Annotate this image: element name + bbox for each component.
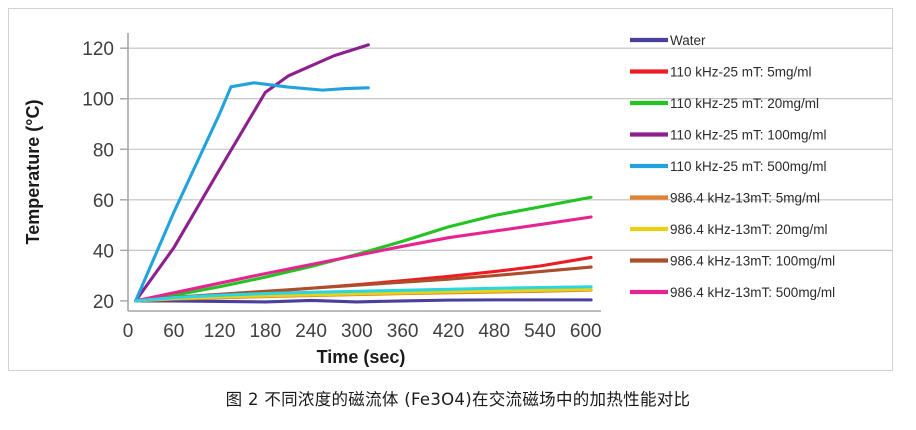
grid-lines [128, 47, 892, 251]
legend-label: 986.4 kHz-13mT: 5mg/ml [670, 191, 820, 206]
line-chart: 20 40 60 80 100 120 0 60 120 180 240 300 360 420 480 5… [23, 33, 892, 367]
legend-label: 986.4 kHz-13mT: 100mg/ml [670, 254, 835, 269]
legend-item: 986.4 kHz-13mT: 5mg/ml [630, 191, 820, 206]
data-series-layer [134, 43, 593, 304]
figure-caption: 图 2 不同浓度的磁流体 (Fe3O4)在交流磁场中的加热性能对比 [0, 386, 916, 410]
x-tick-label: 420 [433, 321, 465, 342]
y-tick-label: 120 [82, 39, 114, 60]
legend-label: Water [670, 33, 706, 48]
legend-item: 110 kHz-25 mT: 100mg/ml [630, 128, 827, 143]
legend-label: 986.4 kHz-13mT: 20mg/ml [670, 222, 828, 237]
x-tick-label: 360 [387, 321, 419, 342]
y-tick-label: 80 [93, 140, 114, 161]
x-tick-label: 60 [163, 321, 184, 342]
y-tick-label: 60 [93, 191, 114, 212]
x-tick-label: 480 [478, 321, 510, 342]
y-tick-label: 40 [93, 241, 114, 262]
x-tick-label: 0 [123, 321, 134, 342]
y-axis-title: Temperature (°C) [23, 100, 43, 245]
series-line [134, 298, 593, 304]
x-axis-title: Time (sec) [317, 347, 406, 367]
y-axis-ticks: 20 40 60 80 100 120 [82, 39, 128, 313]
chart-frame: 20 40 60 80 100 120 0 60 120 180 240 300 360 420 480 5… [8, 8, 893, 371]
legend-item: 986.4 kHz-13mT: 100mg/ml [630, 254, 835, 269]
legend-label: 110 kHz-25 mT: 20mg/ml [670, 96, 819, 111]
legend-label: 986.4 kHz-13mT: 500mg/ml [670, 285, 835, 300]
legend: Water 110 kHz-25 mT: 5mg/ml 110 kHz-25 mT:… [630, 33, 835, 300]
y-tick-label: 100 [82, 90, 114, 111]
legend-item: Water [630, 33, 706, 48]
y-tick-label: 20 [93, 292, 114, 313]
figure-caption-text: 图 2 不同浓度的磁流体 (Fe3O4)在交流磁场中的加热性能对比 [225, 390, 691, 409]
x-tick-label: 240 [295, 321, 327, 342]
series-line [134, 81, 370, 303]
legend-label: 110 kHz-25 mT: 500mg/ml [670, 159, 827, 174]
x-tick-label: 300 [341, 321, 373, 342]
series-line [134, 285, 593, 303]
x-tick-label: 120 [204, 321, 236, 342]
legend-item: 110 kHz-25 mT: 20mg/ml [630, 96, 819, 111]
x-tick-label: 180 [249, 321, 281, 342]
legend-label: 110 kHz-25 mT: 100mg/ml [670, 128, 827, 143]
legend-item: 986.4 kHz-13mT: 500mg/ml [630, 285, 835, 300]
x-axis-ticks: 0 60 120 180 240 300 360 420 480 540 600 [123, 321, 602, 342]
legend-item: 110 kHz-25 mT: 500mg/ml [630, 159, 827, 174]
legend-label: 110 kHz-25 mT: 5mg/ml [670, 65, 812, 80]
legend-item: 986.4 kHz-13mT: 20mg/ml [630, 222, 828, 237]
legend-item: 110 kHz-25 mT: 5mg/ml [630, 65, 812, 80]
x-tick-label: 600 [570, 321, 602, 342]
x-tick-label: 540 [524, 321, 556, 342]
series-line [134, 215, 593, 303]
